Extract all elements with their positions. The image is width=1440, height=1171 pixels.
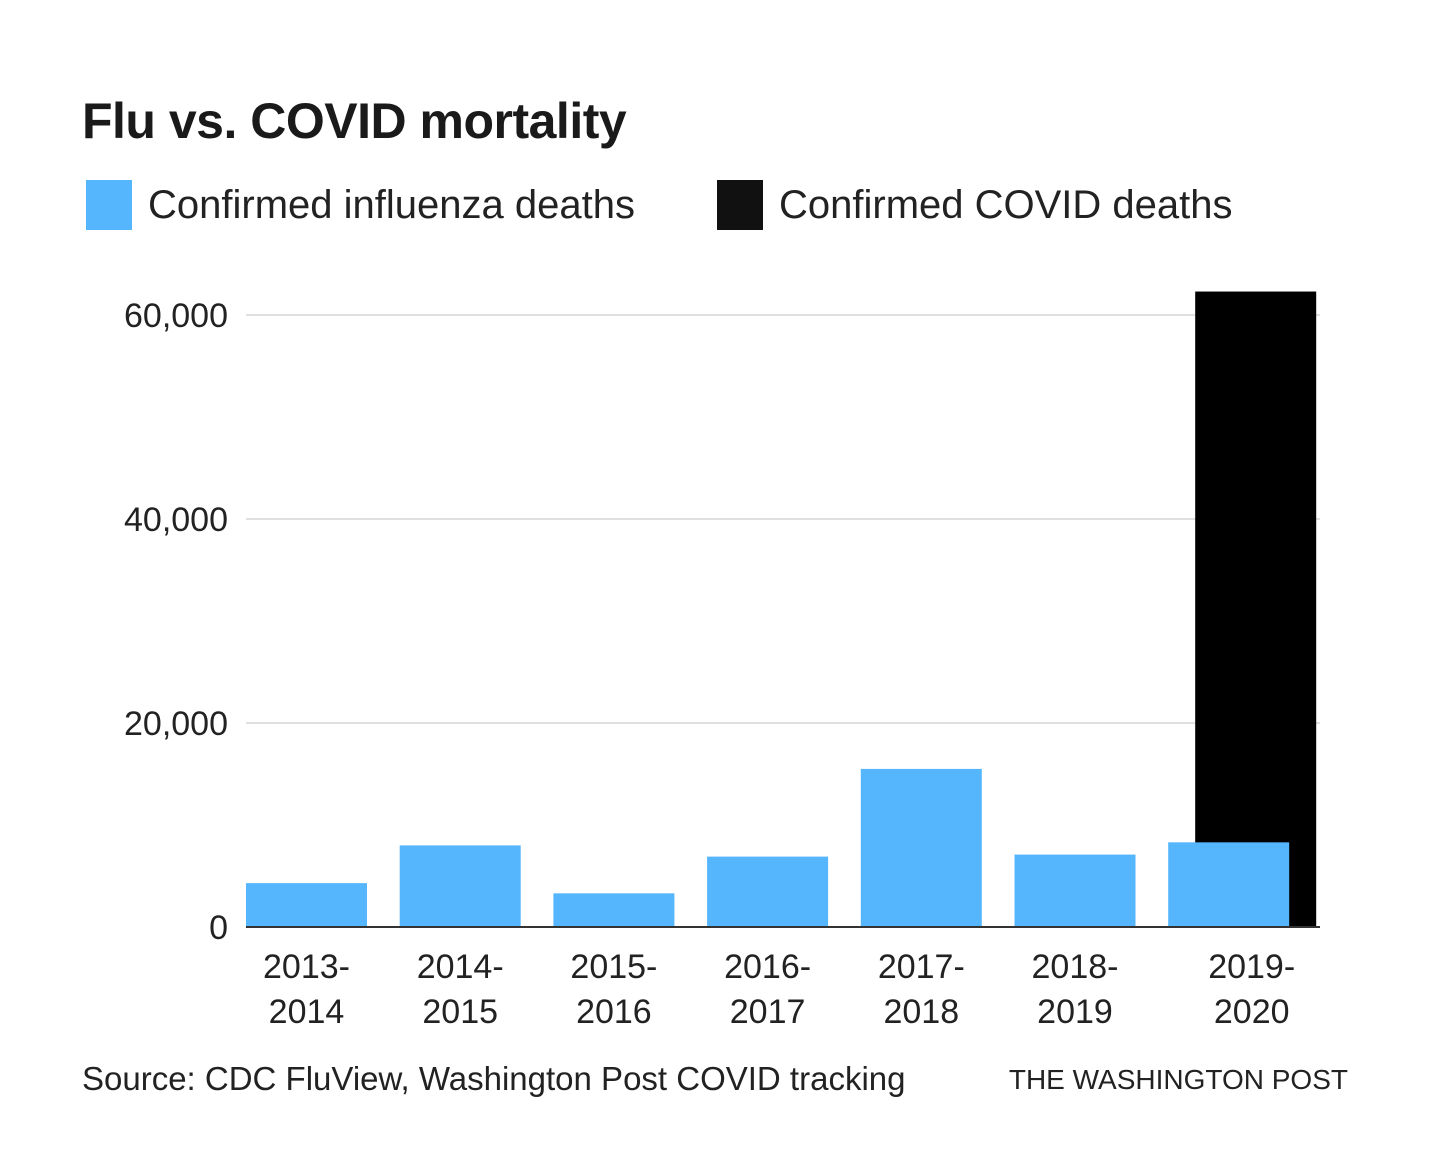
legend-label-covid: Confirmed COVID deaths (779, 182, 1233, 227)
y-tick-label: 20,000 (124, 705, 228, 743)
legend-label-influenza: Confirmed influenza deaths (148, 182, 635, 227)
x-tick-label: 2018- (1032, 948, 1119, 986)
x-tick-label: 2017- (878, 948, 965, 986)
credit: THE WASHINGTON POST (1008, 1064, 1348, 1095)
chart-title: Flu vs. COVID mortality (82, 93, 627, 149)
x-tick-label: 2020 (1214, 993, 1290, 1031)
x-tick-label: 2014- (417, 948, 504, 986)
bar-influenza (707, 856, 829, 927)
bar-influenza (399, 845, 521, 927)
bar-influenza (553, 893, 675, 927)
legend-swatch-covid (717, 180, 763, 230)
bar-influenza (1168, 842, 1290, 927)
bar-covid (1195, 291, 1317, 927)
x-tick-label: 2017 (730, 993, 806, 1031)
bar-influenza (1014, 854, 1136, 927)
source-note: Source: CDC FluView, Washington Post COV… (82, 1060, 906, 1097)
legend-swatch-influenza (86, 180, 132, 230)
bar-influenza (246, 883, 367, 927)
y-tick-label: 0 (209, 909, 228, 947)
y-tick-label: 60,000 (124, 297, 228, 335)
x-tick-label: 2019 (1037, 993, 1113, 1031)
x-tick-label: 2016 (576, 993, 652, 1031)
bar-influenza (860, 768, 982, 927)
x-tick-label: 2013- (263, 948, 350, 986)
x-tick-label: 2015 (422, 993, 498, 1031)
legend-item-covid: Confirmed COVID deaths (717, 180, 1233, 230)
x-tick-label: 2016- (724, 948, 811, 986)
x-tick-label: 2018 (883, 993, 959, 1031)
x-tick-label: 2015- (570, 948, 657, 986)
legend-item-influenza: Confirmed influenza deaths (86, 180, 635, 230)
x-tick-label: 2014 (269, 993, 345, 1031)
y-tick-label: 40,000 (124, 501, 228, 539)
x-tick-label: 2019- (1208, 948, 1295, 986)
